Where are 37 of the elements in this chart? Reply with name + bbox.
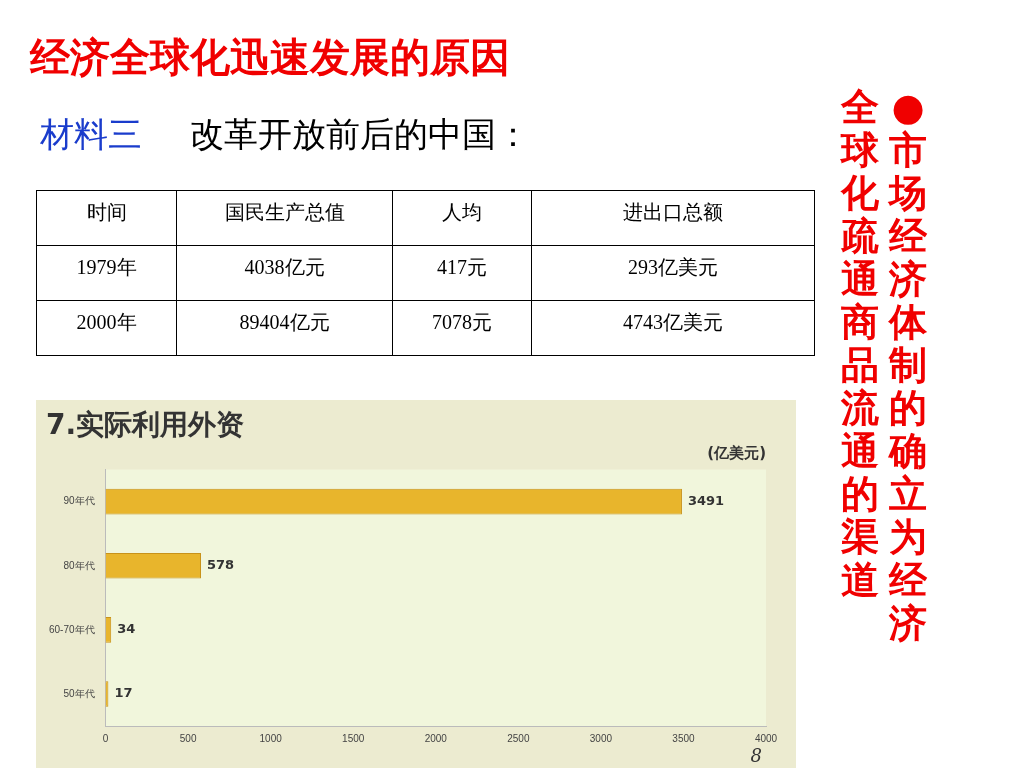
y-tick-label: 60-70年代 xyxy=(49,623,95,635)
y-tick-label: 80年代 xyxy=(63,559,95,571)
x-tick-label: 4000 xyxy=(754,732,778,744)
x-tick-label: 2500 xyxy=(507,732,530,744)
y-tick-label: 90年代 xyxy=(63,495,95,507)
x-tick-label: 3500 xyxy=(672,732,696,744)
category-label: 人均 xyxy=(392,190,532,246)
text: 材料三 xyxy=(40,114,142,154)
y-tick-label: 50年代 xyxy=(63,687,95,699)
text: 4743亿美元 xyxy=(623,311,723,333)
chart-title: 7.实际利用外资 xyxy=(46,408,245,442)
text: 293亿美元 xyxy=(628,256,718,278)
text: ●市场经济体制的确立为经济 xyxy=(889,85,927,645)
category-label: 进出口总额 xyxy=(531,190,815,246)
data-label: 578 xyxy=(207,557,235,573)
text: 4038亿元 xyxy=(244,256,325,278)
text: 全球化疏通商品流通的渠道 xyxy=(841,85,879,602)
category-label: 2000年 xyxy=(76,311,137,333)
text: 417元 xyxy=(437,256,487,278)
category-label: 时间 xyxy=(36,190,177,246)
category-label: 1979年 xyxy=(76,256,137,278)
category-label: 国民生产总值 xyxy=(176,190,393,246)
x-tick-label: 500 xyxy=(179,732,197,744)
x-tick-label: 1500 xyxy=(342,732,365,744)
text: 经济全球化迅速发展的原因 xyxy=(30,33,510,82)
x-tick-label: 3000 xyxy=(589,732,613,744)
text: 89404亿元 xyxy=(239,311,330,333)
x-tick-label: 2000 xyxy=(424,732,448,744)
text: 8 xyxy=(750,744,762,766)
x-tick-label: 0 xyxy=(102,732,109,744)
data-label: 34 xyxy=(117,621,136,637)
text: 7078元 xyxy=(432,311,492,333)
data-label: 3491 xyxy=(687,493,725,509)
x-tick-label: 1000 xyxy=(259,732,283,744)
text: (亿美元) xyxy=(707,443,766,462)
data-label: 17 xyxy=(114,685,133,701)
text: 改革开放前后的中国： xyxy=(190,114,530,154)
